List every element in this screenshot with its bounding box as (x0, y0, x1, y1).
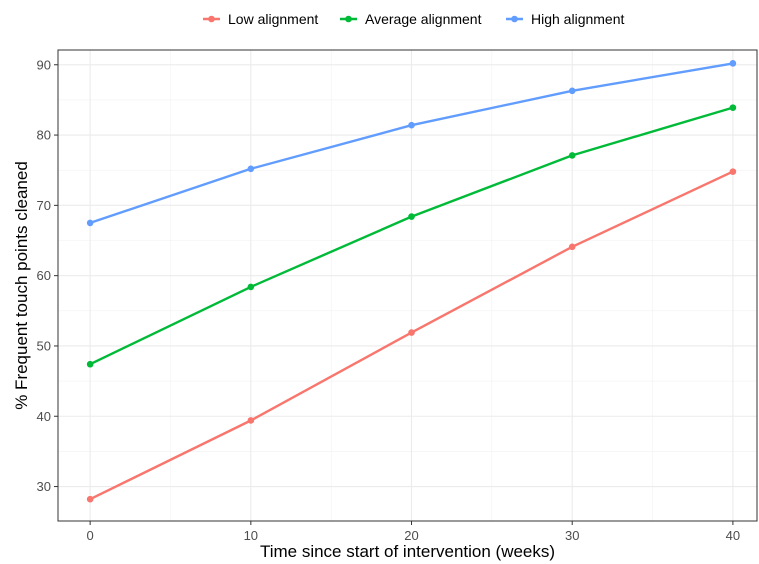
y-tick-label: 60 (37, 268, 51, 283)
data-point (729, 104, 737, 111)
y-tick-label: 40 (37, 409, 51, 424)
legend-label: Low alignment (228, 11, 318, 27)
data-point (729, 168, 737, 175)
data-point (247, 283, 255, 291)
data-point (86, 360, 94, 368)
y-tick-label: 30 (37, 479, 51, 494)
y-tick-label: 80 (37, 128, 51, 143)
series-low-alignment (86, 168, 737, 503)
x-tick-label: 30 (565, 528, 579, 543)
data-point (408, 121, 415, 129)
y-tick-label: 50 (37, 338, 51, 353)
legend: Low alignment Average alignment High align… (203, 11, 624, 27)
x-tick-label: 40 (726, 528, 740, 543)
y-tick-label: 70 (37, 198, 51, 213)
legend-label: High alignment (531, 11, 624, 27)
grid (58, 50, 757, 521)
x-tick-label: 10 (244, 528, 258, 543)
legend-item: Low alignment (203, 11, 318, 27)
legend-key-point (345, 15, 352, 23)
data-point (408, 329, 415, 336)
data-point (729, 60, 737, 67)
legend-item: High alignment (506, 11, 624, 27)
data-point (86, 495, 94, 503)
data-point (86, 219, 94, 227)
legend-key-point (511, 15, 518, 23)
x-tick-label: 0 (87, 528, 94, 543)
series-layer (86, 60, 737, 503)
data-point (247, 165, 255, 173)
series-average-alignment (86, 104, 737, 368)
data-point (408, 213, 415, 220)
data-point (247, 417, 255, 424)
x-axis-title: Time since start of intervention (weeks) (260, 542, 555, 561)
x-tick-label: 20 (404, 528, 418, 543)
series-high-alignment (86, 60, 737, 227)
data-point (568, 243, 576, 251)
legend-key-point (208, 15, 215, 23)
legend-item: Average alignment (340, 11, 482, 27)
data-point (568, 152, 576, 159)
axes: 0 10 20 30 40 30 40 50 60 70 80 90 (37, 57, 741, 543)
y-axis-title: % Frequent touch points cleaned (12, 161, 31, 410)
data-point (568, 87, 576, 95)
legend-label: Average alignment (365, 11, 482, 27)
panel-border (57, 49, 758, 522)
y-tick-label: 90 (37, 57, 51, 72)
